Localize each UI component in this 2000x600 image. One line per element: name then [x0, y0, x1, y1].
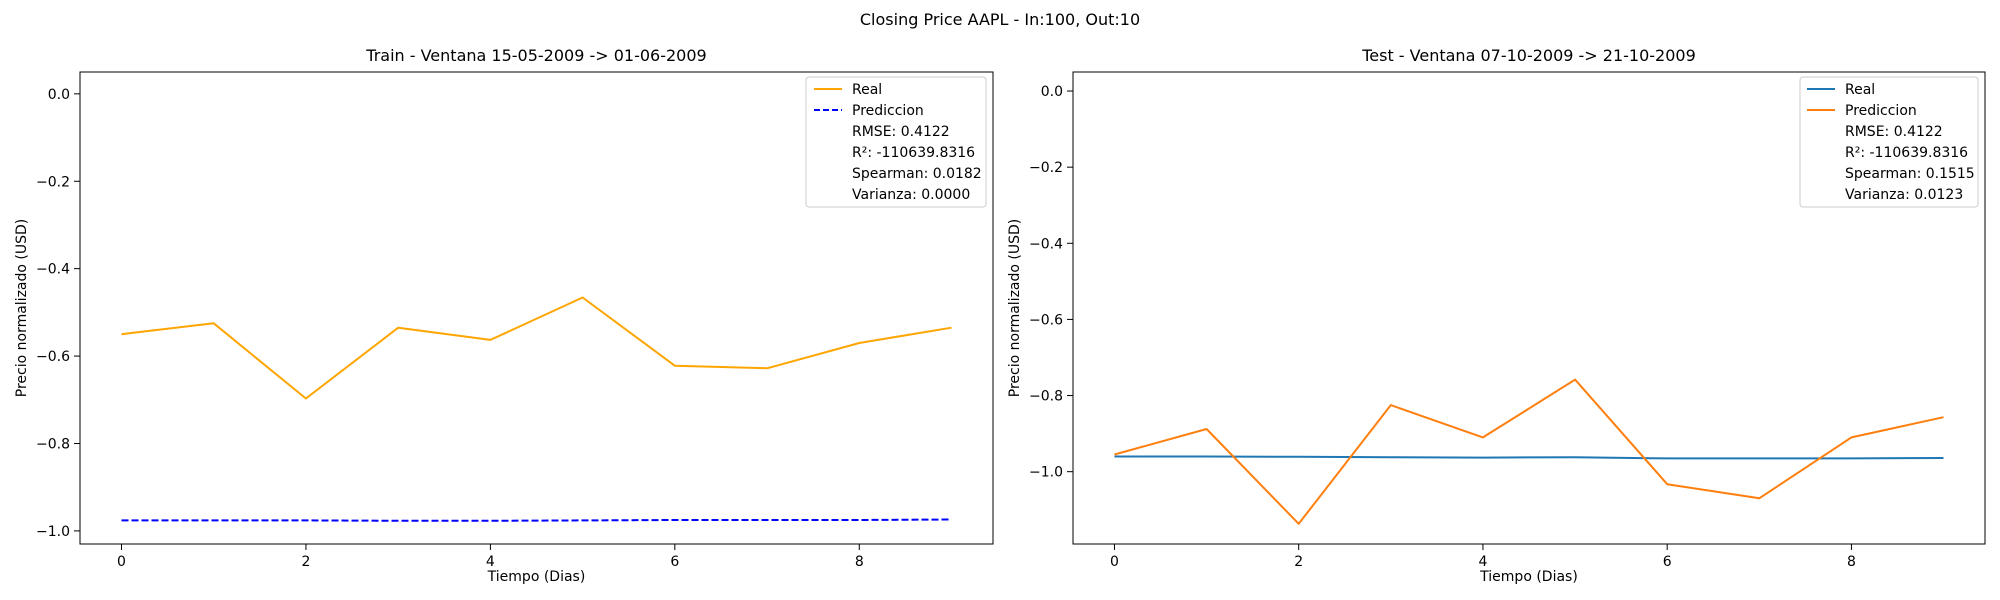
y-tick-label: −0.4 [1029, 236, 1063, 252]
legend-spearman: Spearman: 0.1515 [1845, 166, 1975, 182]
y-axis-label: Precio normalizado (USD) [14, 219, 30, 397]
x-tick-label: 6 [670, 554, 679, 570]
legend-rmse: RMSE: 0.4122 [1845, 124, 1943, 140]
y-tick-label: −0.2 [36, 174, 70, 190]
y-tick-label: −0.8 [1029, 389, 1063, 405]
legend-varianza: Varianza: 0.0000 [852, 187, 970, 203]
series-line-real [121, 296, 952, 400]
legend-rmse: RMSE: 0.4122 [852, 124, 950, 140]
x-tick-label: 4 [486, 554, 495, 570]
legend-r2: R²: -110639.8316 [852, 145, 975, 161]
chart-panel-train: Train - Ventana 15-05-2009 -> 01-06-2009… [14, 46, 994, 585]
legend-spearman: Spearman: 0.0182 [852, 166, 982, 182]
y-tick-label: −0.8 [36, 436, 70, 452]
legend: Real Prediccion RMSE: 0.4122 R²: -110639… [1799, 76, 1979, 208]
chart-title: Test - Ventana 07-10-2009 -> 21-10-2009 [1361, 46, 1696, 65]
legend-varianza: Varianza: 0.0123 [1845, 187, 1963, 203]
y-tick-label: −1.0 [36, 524, 70, 540]
x-axis-label: Tiempo (Dias) [1479, 569, 1578, 585]
axis-ticks: 0 2 4 6 8 0.0 −0.2 −0.4 −0.6 −0.8 −1.0 [1029, 84, 1856, 570]
x-tick-label: 8 [855, 554, 864, 570]
x-tick-label: 6 [1663, 554, 1672, 570]
legend-box [1799, 76, 1979, 208]
series-lines [121, 296, 952, 522]
legend-label-prediccion: Prediccion [852, 103, 924, 119]
axis-ticks: 0 2 4 6 8 0.0 −0.2 −0.4 −0.6 −0.8 −1.0 [36, 87, 864, 570]
series-lines [1114, 378, 1944, 525]
x-tick-label: 0 [1110, 554, 1119, 570]
y-tick-label: −1.0 [1029, 465, 1063, 481]
chart-title: Train - Ventana 15-05-2009 -> 01-06-2009 [365, 46, 706, 65]
legend-label-real: Real [1845, 82, 1875, 98]
series-line-prediccion [121, 518, 952, 522]
y-tick-label: 0.0 [48, 87, 70, 103]
y-tick-label: −0.2 [1029, 160, 1063, 176]
figure-suptitle: Closing Price AAPL - In:100, Out:10 [860, 10, 1140, 29]
legend: Real Prediccion RMSE: 0.4122 R²: -110639… [805, 76, 987, 208]
x-tick-label: 2 [301, 554, 310, 570]
y-tick-label: −0.6 [1029, 312, 1063, 328]
x-tick-label: 2 [1294, 554, 1303, 570]
series-line-real [1114, 455, 1944, 460]
legend-r2: R²: -110639.8316 [1845, 145, 1968, 161]
y-tick-label: −0.6 [36, 349, 70, 365]
x-tick-label: 0 [117, 554, 126, 570]
y-tick-label: −0.4 [36, 262, 70, 278]
y-tick-label: 0.0 [1041, 84, 1063, 100]
legend-label-real: Real [852, 82, 882, 98]
y-axis-label: Precio normalizado (USD) [1007, 219, 1023, 397]
legend-box [805, 76, 987, 208]
x-tick-label: 8 [1847, 554, 1856, 570]
series-line-prediccion [1114, 378, 1944, 525]
x-tick-label: 4 [1478, 554, 1487, 570]
x-axis-label: Tiempo (Dias) [487, 569, 586, 585]
legend-label-prediccion: Prediccion [1845, 103, 1917, 119]
chart-panel-test: Test - Ventana 07-10-2009 -> 21-10-2009 … [1007, 46, 1986, 585]
